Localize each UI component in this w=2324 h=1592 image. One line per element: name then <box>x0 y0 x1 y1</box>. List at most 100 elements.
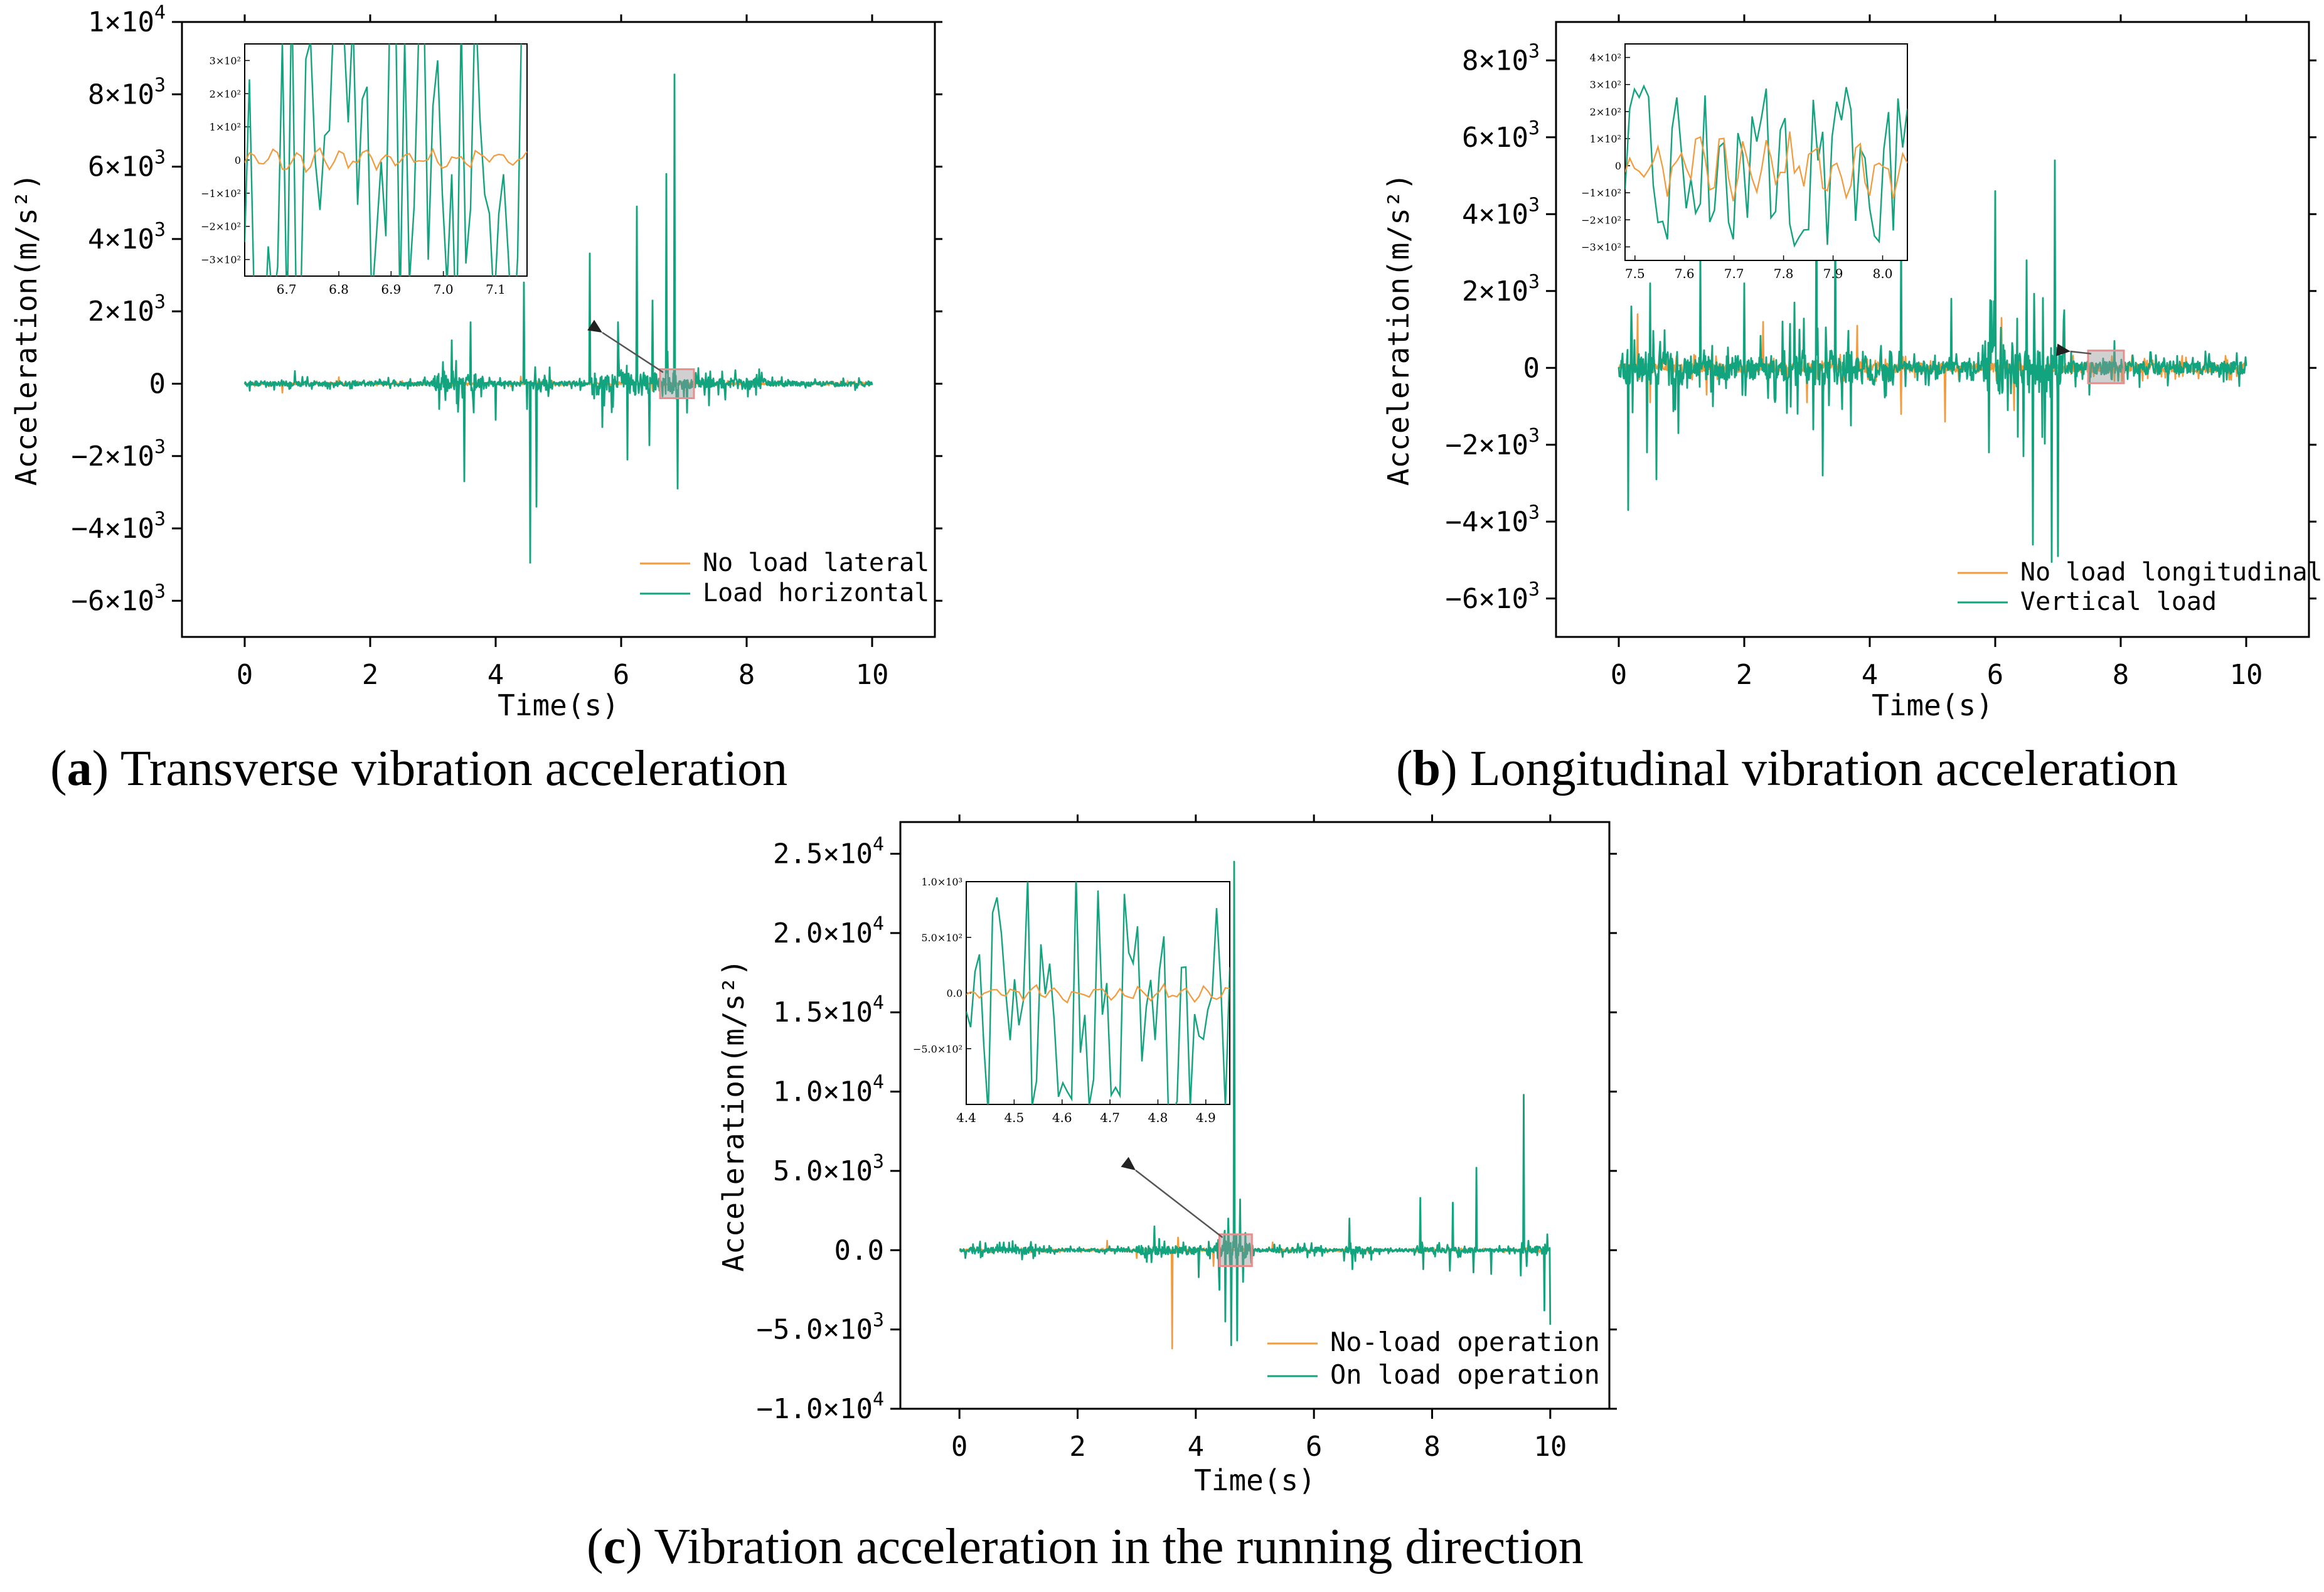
y-tick-label: 2.0×104 <box>773 913 884 949</box>
inset-x-tick-label: 7.0 <box>434 282 454 297</box>
y-tick-label: 1×104 <box>88 2 166 38</box>
caption-b: (b) Longitudinal vibration acceleration <box>1396 741 2178 796</box>
legend-label: Load horizontal <box>703 579 929 607</box>
series-line-load <box>1618 156 2247 563</box>
x-tick-label: 4 <box>1862 659 1879 691</box>
y-tick-label: 4×103 <box>88 219 166 255</box>
panel-b-chart: 0 2 4 6 8 10 −6×103 −4×103 −2×103 0 2×103 4×103 6×10… <box>1382 14 2323 722</box>
panel-c-chart: 0 2 4 6 8 10 −1.0×104 −5.0×103 0.0 5.0×103 1.0×104… <box>717 815 1617 1497</box>
x-tick-label: 4 <box>488 659 504 691</box>
y-tick-label: −5.0×103 <box>757 1310 884 1346</box>
x-tick-label: 6 <box>1987 659 2004 691</box>
y-tick-label: 2.5×104 <box>773 834 884 870</box>
x-tick-label: 0 <box>237 659 253 691</box>
plot-frame <box>899 821 1611 1410</box>
y-tick-label: 0 <box>1523 352 1540 384</box>
inset-y-tick-label: 1×10² <box>1590 133 1621 145</box>
inset-series-noload <box>245 147 527 174</box>
inset-x-tick-label: 7.8 <box>1774 266 1794 281</box>
x-axis-label: Time(s) <box>1872 688 1993 722</box>
inset-x-tick-label: 6.9 <box>381 282 401 297</box>
y-tick-label: −4×103 <box>72 508 166 545</box>
x-tick-label: 8 <box>738 659 755 691</box>
zoom-region-box <box>2087 350 2125 385</box>
x-tick-label: 2 <box>1069 1431 1086 1463</box>
inset-series-load <box>245 44 522 276</box>
legend-label: Vertical load <box>2020 587 2217 616</box>
y-tick-label: −4×103 <box>1446 501 1540 538</box>
y-axis-label: Acceleration(m/s²) <box>717 959 750 1272</box>
x-tick-label: 10 <box>2230 659 2263 691</box>
y-tick-label: −1.0×104 <box>757 1389 884 1425</box>
inset-y-tick-label: −1×10² <box>201 188 241 200</box>
y-axis-label: Acceleration(m/s²) <box>1382 173 1415 486</box>
y-tick-label: 2×103 <box>88 291 166 328</box>
zoom-region-box <box>1218 1233 1253 1268</box>
inset-y-tick-label: 0.0 <box>947 988 962 1000</box>
legend-label: No load lateral <box>703 548 929 577</box>
y-axis-label: Acceleration(m/s²) <box>9 173 43 486</box>
y-tick-label: −2×103 <box>1446 425 1540 461</box>
inset-chart: 7.5 7.6 7.7 7.8 7.9 8.0 4×10² 3×10² 2×10² 1×10² 0 −… <box>1581 43 1908 281</box>
inset-y-tick-label: −3×10² <box>201 254 241 266</box>
zoom-arrow-head <box>1121 1157 1136 1170</box>
inset-y-tick-label: 1×10² <box>210 121 241 133</box>
inset-y-tick-label: −2×10² <box>1581 214 1621 226</box>
caption-c: (c) Vibration acceleration in the runnin… <box>587 1519 1584 1574</box>
inset-y-tick-label: 2×10² <box>210 88 241 100</box>
inset-series-noload <box>1625 131 1907 201</box>
series-line-load <box>959 860 1552 1347</box>
x-tick-label: 0 <box>1611 659 1628 691</box>
y-tick-label: 0.0 <box>834 1234 884 1266</box>
x-axis-label: Time(s) <box>498 688 619 722</box>
x-tick-label: 8 <box>2113 659 2129 691</box>
inset-y-tick-label: 5.0×10² <box>921 932 962 944</box>
x-tick-label: 2 <box>1736 659 1753 691</box>
inset-y-tick-label: 0 <box>235 154 241 166</box>
y-tick-label: 2×103 <box>1462 271 1540 307</box>
inset-x-tick-label: 6.8 <box>329 282 349 297</box>
zoom-arrow-line <box>1135 1170 1223 1239</box>
inset-y-tick-label: 3×10² <box>1590 79 1621 91</box>
x-tick-label: 6 <box>1306 1431 1323 1463</box>
y-tick-label: 4×103 <box>1462 194 1540 230</box>
series-line-load <box>243 73 873 564</box>
inset-x-tick-label: 7.9 <box>1823 266 1843 281</box>
y-tick-label: 6×103 <box>88 147 166 183</box>
inset-x-tick-label: 4.9 <box>1196 1110 1216 1125</box>
inset-y-tick-label: −2×10² <box>201 221 241 233</box>
inset-y-tick-label: −3×10² <box>1581 241 1621 253</box>
inset-x-tick-label: 8.0 <box>1873 266 1893 281</box>
y-tick-label: −6×103 <box>72 580 166 617</box>
inset-x-tick-label: 7.1 <box>486 282 506 297</box>
inset-frame <box>244 43 528 277</box>
inset-x-tick-label: 7.7 <box>1724 266 1744 281</box>
y-tick-label: 1.5×104 <box>773 992 884 1028</box>
legend-label: No-load operation <box>1330 1327 1600 1357</box>
y-tick-label: 8×103 <box>88 74 166 110</box>
inset-chart: 6.7 6.8 6.9 7.0 7.1 3×10² 2×10² 1×10² 0 −1×10² −2×… <box>201 43 528 297</box>
inset-y-tick-label: −1×10² <box>1581 187 1621 199</box>
zoom-region-box <box>659 368 695 400</box>
x-tick-label: 10 <box>1533 1431 1567 1463</box>
inset-y-tick-label: 4×10² <box>1590 52 1621 64</box>
inset-x-tick-label: 4.6 <box>1052 1110 1072 1125</box>
plot-frame <box>181 21 936 638</box>
zoom-arrow-head <box>2056 343 2071 356</box>
x-tick-label: 8 <box>1424 1431 1441 1463</box>
inset-x-tick-label: 7.5 <box>1625 266 1645 281</box>
x-tick-label: 10 <box>856 659 889 691</box>
inset-y-tick-label: 2×10² <box>1590 106 1621 118</box>
inset-x-tick-label: 4.8 <box>1148 1110 1168 1125</box>
y-tick-label: 8×103 <box>1462 40 1540 77</box>
inset-chart: 4.4 4.5 4.6 4.7 4.8 4.9 1.0×10³ 5.0×10² 0.0 −5.0×… <box>913 876 1230 1125</box>
caption-a: (a) Transverse vibration acceleration <box>50 741 788 796</box>
x-tick-label: 0 <box>951 1431 968 1463</box>
y-tick-label: 0 <box>149 368 166 400</box>
x-axis-label: Time(s) <box>1194 1463 1316 1497</box>
inset-x-tick-label: 4.7 <box>1100 1110 1120 1125</box>
inset-x-tick-label: 4.5 <box>1004 1110 1024 1125</box>
y-tick-label: 5.0×103 <box>773 1151 884 1187</box>
inset-y-tick-label: 3×10² <box>210 55 241 67</box>
